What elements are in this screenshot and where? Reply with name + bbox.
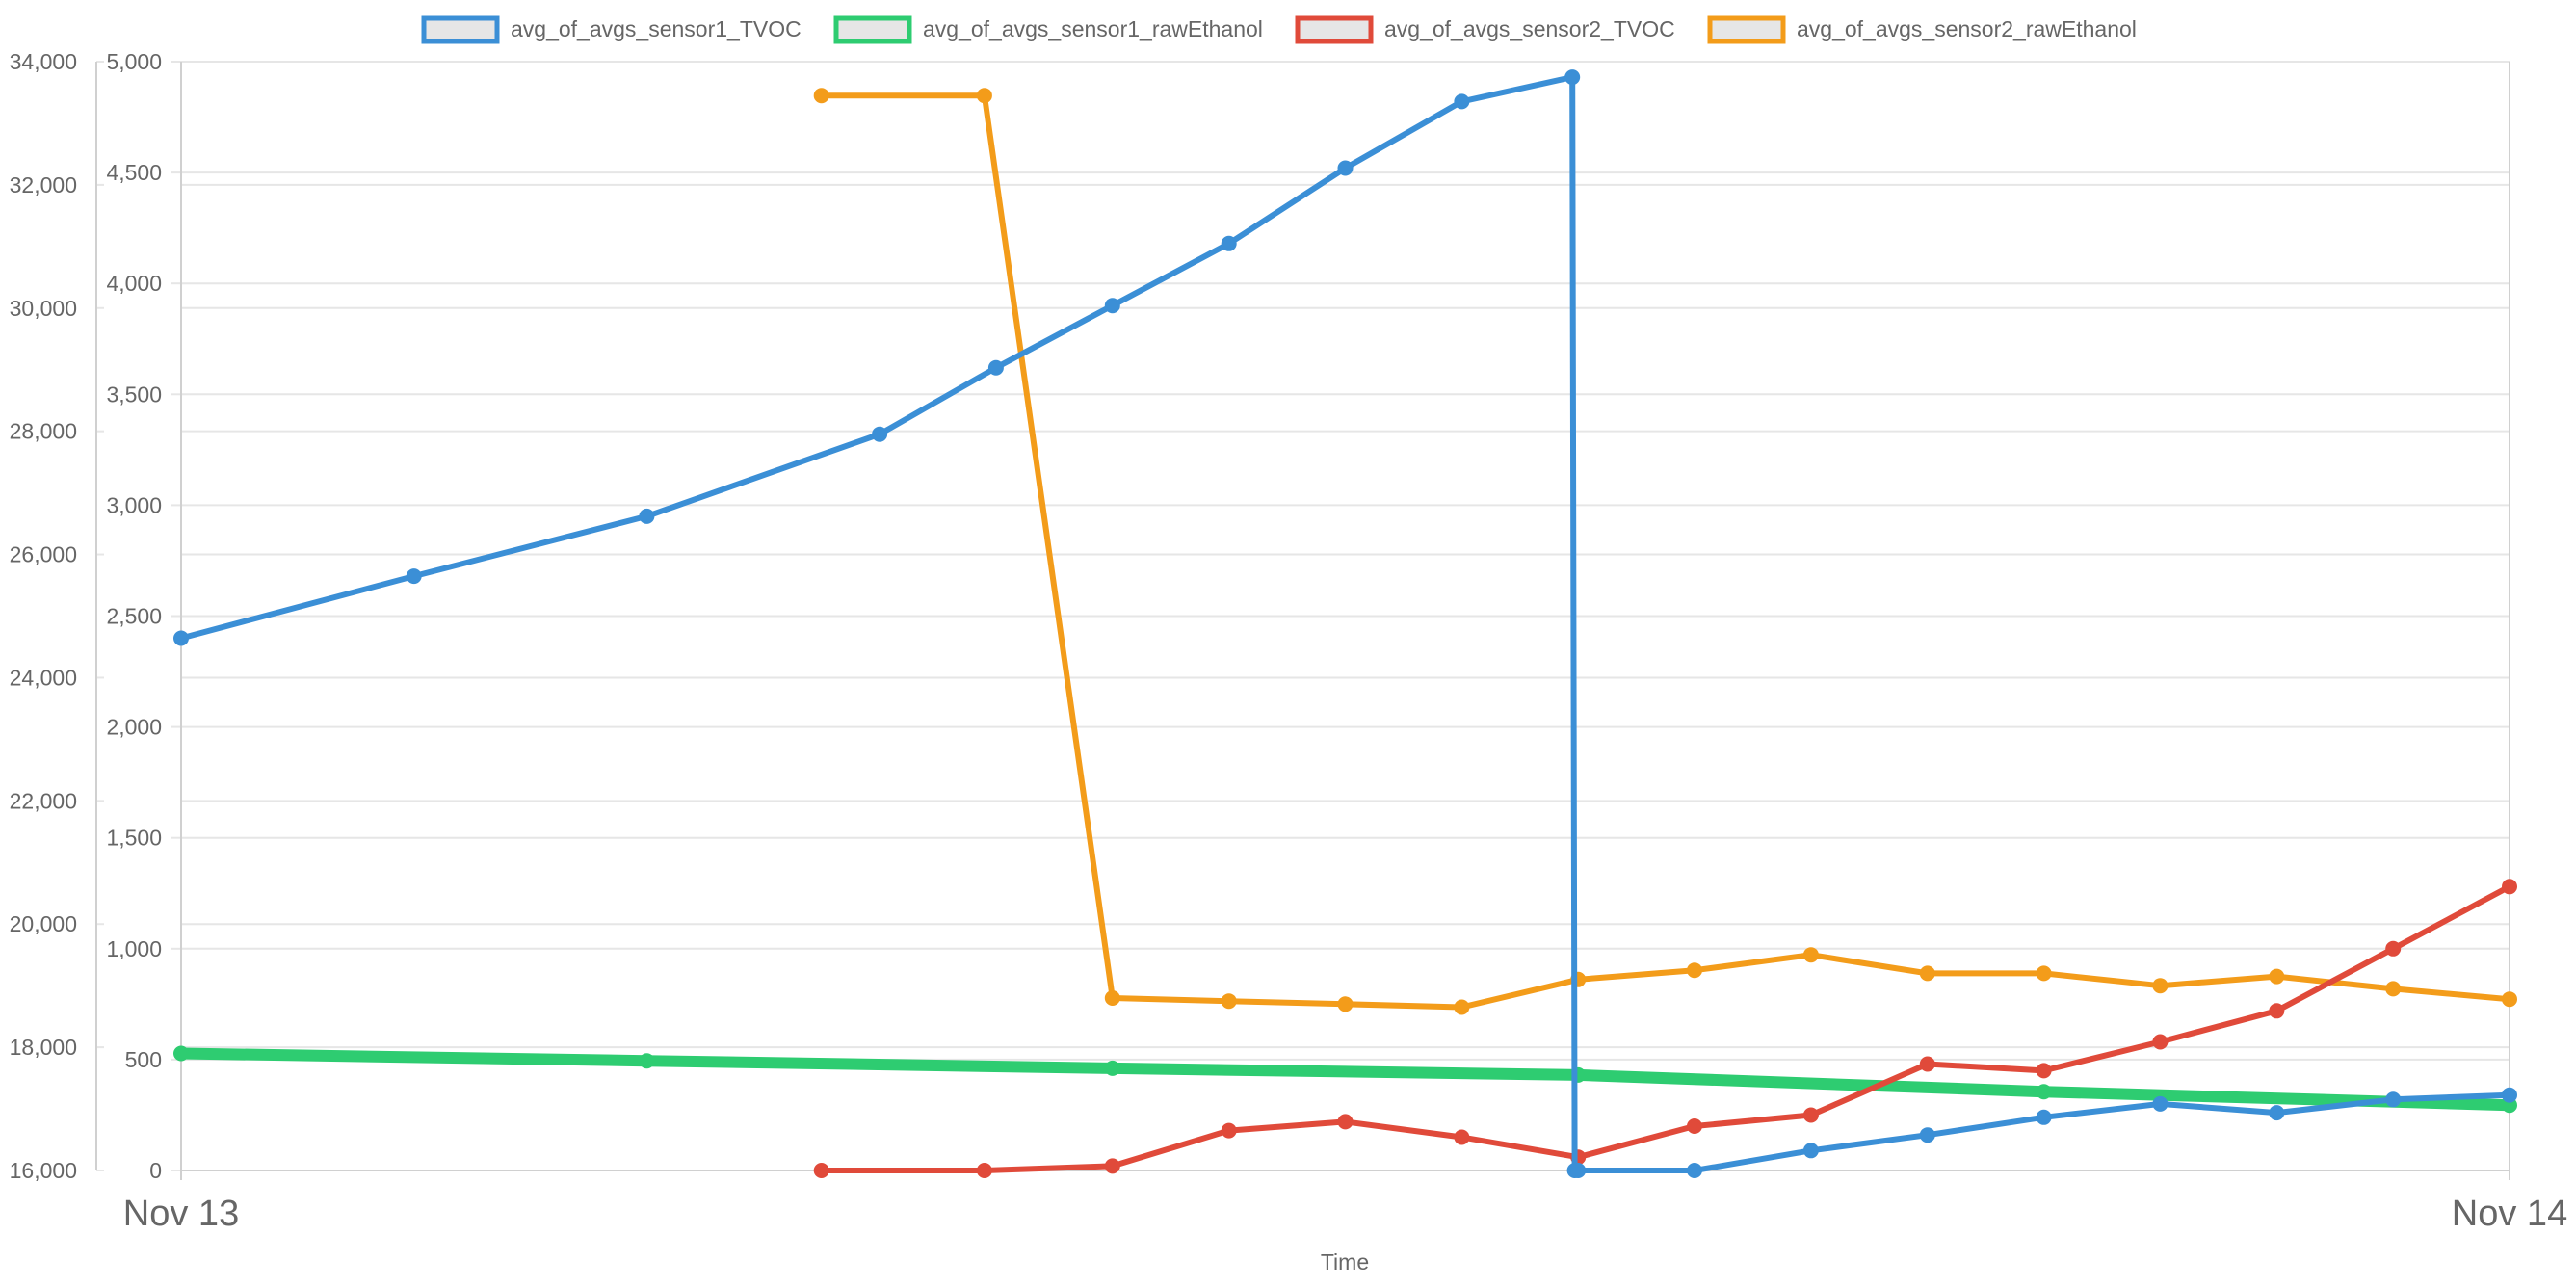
right-series-y-tick-label: 2,500 — [106, 604, 162, 629]
data-point-avg_of_avgs_sensor2_rawEthanol — [2385, 981, 2402, 997]
data-point-avg_of_avgs_sensor1_TVOC — [987, 359, 1004, 376]
axes: 34,000 32,000 30,000 28,000 26,000 24,000 22,0… — [10, 49, 2568, 1234]
data-point-avg_of_avgs_sensor1_TVOC — [1564, 69, 1581, 86]
data-point-avg_of_avgs_sensor2_rawEthanol — [1454, 999, 1470, 1015]
data-point-avg_of_avgs_sensor1_TVOC — [2269, 1105, 2285, 1121]
series-avg_of_avgs_sensor2_rawEthanol — [813, 88, 2517, 1015]
x-axis-title: Time — [1321, 1249, 1369, 1275]
series-layer — [173, 69, 2517, 1178]
data-point-avg_of_avgs_sensor1_TVOC — [1802, 1143, 1819, 1159]
data-point-avg_of_avgs_sensor1_rawEthanol — [1104, 1060, 1120, 1076]
data-point-avg_of_avgs_sensor1_TVOC — [1570, 1163, 1587, 1178]
left-y-tick-label: 24,000 — [10, 665, 77, 690]
x-tick-label: Nov 13 — [123, 1194, 239, 1234]
series-line-avg_of_avgs_sensor2_TVOC — [818, 883, 2512, 1173]
data-point-avg_of_avgs_sensor1_TVOC — [639, 508, 655, 524]
right-series-y-tick-label: 1,000 — [106, 936, 162, 961]
data-point-avg_of_avgs_sensor1_TVOC — [2036, 1109, 2052, 1125]
data-point-avg_of_avgs_sensor1_TVOC — [1104, 298, 1120, 314]
data-point-avg_of_avgs_sensor2_TVOC — [1104, 1158, 1120, 1174]
series-avg_of_avgs_sensor2_TVOC — [813, 879, 2517, 1178]
data-point-avg_of_avgs_sensor2_TVOC — [2269, 1003, 2285, 1019]
data-point-avg_of_avgs_sensor1_TVOC — [1337, 160, 1354, 176]
right-series-y-tick-label: 500 — [125, 1047, 162, 1072]
left-y-tick-label: 34,000 — [10, 49, 77, 74]
legend-swatch[interactable] — [1707, 15, 1786, 44]
data-point-avg_of_avgs_sensor1_TVOC — [2152, 1095, 2169, 1112]
legend-label[interactable]: avg_of_avgs_sensor1_rawEthanol — [923, 16, 1263, 41]
data-point-avg_of_avgs_sensor1_TVOC — [173, 630, 189, 646]
left-y-tick-label: 32,000 — [10, 172, 77, 197]
right-series-y-tick-label: 1,500 — [106, 826, 162, 851]
data-point-avg_of_avgs_sensor1_TVOC — [2502, 1087, 2517, 1103]
legend-label[interactable]: avg_of_avgs_sensor2_rawEthanol — [1797, 16, 2137, 41]
data-point-avg_of_avgs_sensor2_rawEthanol — [813, 88, 829, 104]
data-point-avg_of_avgs_sensor1_TVOC — [406, 568, 422, 585]
data-point-avg_of_avgs_sensor2_rawEthanol — [1104, 990, 1120, 1006]
data-point-avg_of_avgs_sensor2_rawEthanol — [2036, 965, 2052, 982]
data-point-avg_of_avgs_sensor2_TVOC — [813, 1163, 829, 1178]
data-point-avg_of_avgs_sensor1_TVOC — [2385, 1091, 2402, 1108]
data-point-avg_of_avgs_sensor2_TVOC — [1802, 1107, 1819, 1123]
legend-swatch[interactable] — [833, 15, 912, 44]
left-y-tick-label: 26,000 — [10, 542, 77, 567]
data-point-avg_of_avgs_sensor1_rawEthanol — [639, 1053, 655, 1069]
data-point-avg_of_avgs_sensor2_TVOC — [1221, 1122, 1237, 1139]
legend: avg_of_avgs_sensor1_TVOC avg_of_avgs_sens… — [421, 15, 2137, 44]
data-point-avg_of_avgs_sensor1_TVOC — [1221, 235, 1237, 251]
right-series-y-tick-label: 0 — [149, 1158, 162, 1183]
data-point-avg_of_avgs_sensor2_rawEthanol — [1802, 947, 1819, 963]
series-line-avg_of_avgs_sensor1_rawEthanol — [175, 1047, 2515, 1112]
data-point-avg_of_avgs_sensor2_rawEthanol — [1687, 962, 1702, 979]
data-point-avg_of_avgs_sensor2_TVOC — [1687, 1118, 1702, 1134]
data-point-avg_of_avgs_sensor1_rawEthanol — [173, 1045, 189, 1062]
series-line-avg_of_avgs_sensor1_TVOC — [178, 74, 2512, 1173]
right-series-y-tick-label: 4,500 — [106, 160, 162, 185]
data-point-avg_of_avgs_sensor2_TVOC — [1454, 1129, 1470, 1145]
data-point-avg_of_avgs_sensor1_TVOC — [1919, 1127, 1935, 1143]
right-series-y-tick-label: 4,000 — [106, 271, 162, 296]
right-series-y-tick-label: 3,000 — [106, 492, 162, 517]
data-point-avg_of_avgs_sensor2_rawEthanol — [1919, 965, 1935, 982]
legend-swatch[interactable] — [421, 15, 500, 44]
data-point-avg_of_avgs_sensor1_TVOC — [1454, 93, 1470, 110]
data-point-avg_of_avgs_sensor2_rawEthanol — [1221, 993, 1237, 1010]
data-point-avg_of_avgs_sensor2_rawEthanol — [976, 88, 992, 104]
data-point-avg_of_avgs_sensor1_TVOC — [872, 426, 888, 442]
right-series-y-tick-label: 3,500 — [106, 381, 162, 407]
data-point-avg_of_avgs_sensor2_TVOC — [1919, 1056, 1935, 1072]
left-y-tick-label: 28,000 — [10, 419, 77, 444]
data-point-avg_of_avgs_sensor2_TVOC — [2385, 940, 2402, 957]
data-point-avg_of_avgs_sensor1_rawEthanol — [2036, 1084, 2052, 1100]
series-avg_of_avgs_sensor1_TVOC — [173, 69, 2517, 1178]
data-point-avg_of_avgs_sensor2_rawEthanol — [2502, 991, 2517, 1008]
left-y-tick-label: 20,000 — [10, 911, 77, 936]
left-y-tick-label: 18,000 — [10, 1035, 77, 1060]
legend-label[interactable]: avg_of_avgs_sensor2_TVOC — [1384, 16, 1675, 41]
series-line-avg_of_avgs_sensor2_rawEthanol — [818, 92, 2512, 1011]
data-point-avg_of_avgs_sensor2_rawEthanol — [2269, 968, 2285, 985]
data-point-avg_of_avgs_sensor2_rawEthanol — [2152, 978, 2169, 994]
legend-swatch[interactable] — [1295, 15, 1374, 44]
data-point-avg_of_avgs_sensor1_TVOC — [1687, 1163, 1702, 1178]
left-y-tick-label: 22,000 — [10, 788, 77, 813]
left-y-tick-label: 30,000 — [10, 296, 77, 321]
x-tick-label: Nov 14 — [2452, 1194, 2567, 1234]
data-point-avg_of_avgs_sensor2_TVOC — [1337, 1114, 1354, 1130]
right-series-y-tick-label: 5,000 — [106, 49, 162, 74]
data-point-avg_of_avgs_sensor2_TVOC — [976, 1163, 992, 1178]
legend-label[interactable]: avg_of_avgs_sensor1_TVOC — [511, 16, 802, 41]
data-point-avg_of_avgs_sensor2_TVOC — [2502, 879, 2517, 895]
right-series-y-tick-label: 2,000 — [106, 715, 162, 740]
grid-lines — [181, 61, 2510, 1171]
left-y-tick-label: 16,000 — [10, 1158, 77, 1183]
data-point-avg_of_avgs_sensor2_TVOC — [2036, 1063, 2052, 1079]
data-point-avg_of_avgs_sensor2_TVOC — [2152, 1034, 2169, 1050]
data-point-avg_of_avgs_sensor2_rawEthanol — [1337, 996, 1354, 1012]
